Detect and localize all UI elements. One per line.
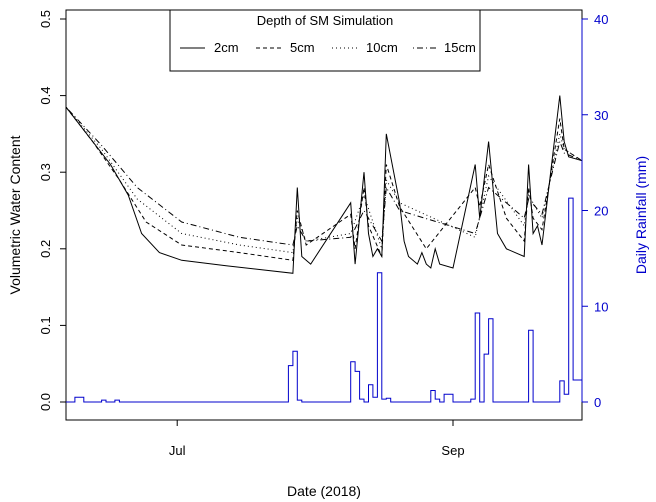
y-tick-label: 0.0 (38, 393, 53, 411)
series-line-10cm (65, 106, 583, 254)
y2-axis-title: Daily Rainfall (mm) (633, 156, 649, 274)
legend-title: Depth of SM Simulation (257, 13, 394, 28)
x-tick-label: Jul (169, 443, 186, 458)
axes-layer: 0.0 0.1 0.2 0.3 0.4 0.5 0 10 20 30 40 Jul Sep (38, 10, 608, 458)
y2-tick-label: 30 (594, 108, 608, 123)
x-tick-label: Sep (441, 443, 464, 458)
legend: Depth of SM Simulation 2cm 5cm 10cm 15cm (169, 9, 481, 72)
y-tick-label: 0.3 (38, 163, 53, 181)
series-line-5cm (65, 106, 583, 261)
legend-entry-10cm: 10cm (366, 40, 398, 55)
legend-entry-15cm: 15cm (444, 40, 476, 55)
y2-tick-label: 0 (594, 395, 601, 410)
legend-entry-2cm: 2cm (214, 40, 239, 55)
series-line-15cm (65, 106, 583, 246)
series-line-2cm (65, 95, 583, 274)
x-axis-title: Date (2018) (287, 483, 361, 499)
y2-tick-label: 10 (594, 299, 608, 314)
legend-entry-5cm: 5cm (290, 40, 315, 55)
legend-box (169, 9, 481, 72)
y-tick-label: 0.2 (38, 240, 53, 258)
y-tick-label: 0.4 (38, 87, 53, 105)
y2-tick-label: 20 (594, 204, 608, 219)
series-line-rainfall (66, 197, 582, 403)
y2-tick-label: 40 (594, 12, 608, 27)
y-tick-label: 0.1 (38, 316, 53, 334)
series-layer (65, 95, 583, 403)
y-axis-title: Volumetric Water Content (7, 135, 23, 294)
y-tick-label: 0.5 (38, 10, 53, 28)
